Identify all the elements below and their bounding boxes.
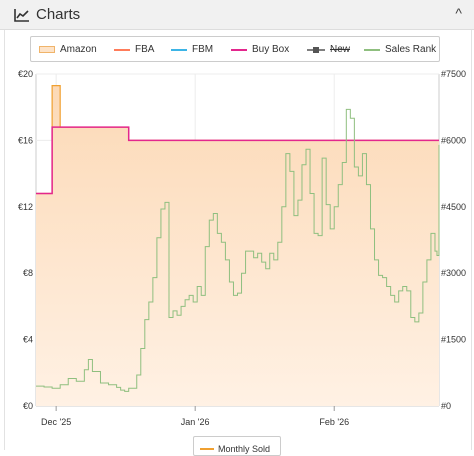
- y-tick-label-left: €12: [18, 202, 33, 212]
- y-tick-label-right: #0: [441, 401, 451, 411]
- fba-swatch: [114, 48, 130, 51]
- sales-rank-swatch: [364, 48, 380, 51]
- monthly-sold-swatch: [200, 448, 214, 450]
- y-tick-label-right: #6000: [441, 135, 466, 145]
- panel-title: Charts: [14, 6, 80, 23]
- y-tick-label-left: €8: [23, 268, 33, 278]
- y-tick-label-right: #3000: [441, 268, 466, 278]
- buy-box-swatch: [231, 48, 247, 51]
- legend-item-new[interactable]: New: [307, 44, 350, 55]
- monthly-sold-legend[interactable]: Monthly Sold: [193, 436, 281, 456]
- legend-item-buy-box[interactable]: Buy Box: [231, 44, 289, 55]
- charts-panel-header[interactable]: Charts ^: [0, 0, 474, 30]
- amazon-swatch: [39, 46, 55, 53]
- legend-label: Amazon: [60, 44, 97, 55]
- legend-label: FBA: [135, 44, 155, 55]
- monthly-sold-label: Monthly Sold: [218, 444, 271, 454]
- sales-rank-line: [36, 108, 440, 392]
- legend-label: FBM: [192, 44, 214, 55]
- legend-item-amazon[interactable]: Amazon: [39, 44, 97, 55]
- y-tick-label-left: €16: [18, 135, 33, 145]
- y-tick-label-right: #7500: [441, 69, 466, 79]
- y-tick-label-left: €4: [23, 335, 33, 345]
- chart-icon: [14, 8, 29, 22]
- chart-legend: Amazon FBA FBM Buy Box New Sales Rank: [30, 36, 440, 62]
- x-tick-label: Jan '26: [181, 417, 210, 427]
- new-marker-icon: [307, 46, 325, 53]
- y-tick-label-right: #1500: [441, 335, 466, 345]
- buy-box-line: [36, 126, 439, 195]
- legend-label: New: [330, 44, 351, 55]
- y-tick-label-left: €0: [23, 401, 33, 411]
- x-tick-label: Feb '26: [319, 417, 349, 427]
- legend-label: Sales Rank: [385, 44, 437, 55]
- y-tick-label-left: €20: [18, 69, 33, 79]
- panel-title-text: Charts: [36, 6, 81, 23]
- legend-label: Buy Box: [252, 44, 290, 55]
- legend-item-sales-rank[interactable]: Sales Rank: [364, 44, 436, 55]
- legend-item-fba[interactable]: FBA: [114, 44, 154, 55]
- x-tick-label: Dec '25: [41, 417, 71, 427]
- chevron-up-icon[interactable]: ^: [455, 5, 462, 21]
- amazon-area: [36, 85, 439, 407]
- legend-item-fbm[interactable]: FBM: [171, 44, 213, 55]
- fbm-swatch: [171, 48, 187, 51]
- y-tick-label-right: #4500: [441, 202, 466, 212]
- chart-container: [4, 30, 472, 450]
